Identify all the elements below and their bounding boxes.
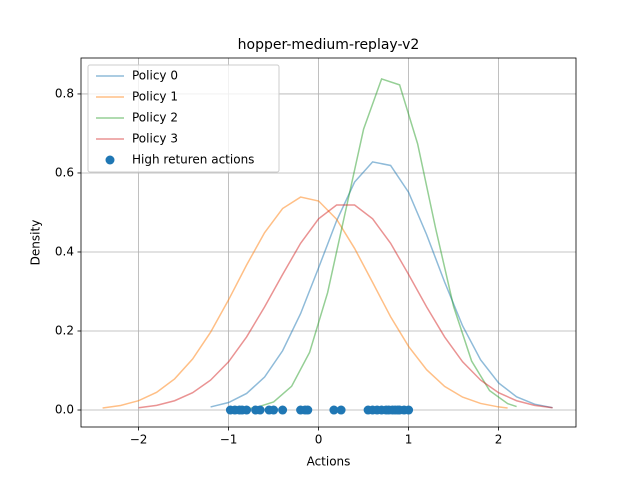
x-tick-label: −1: [220, 433, 238, 447]
plot-frame: [80, 57, 577, 428]
density-line: [237, 77, 517, 411]
legend-box: [87, 64, 280, 173]
legend-label: High returen actions: [132, 153, 254, 167]
y-tick-label: 0.2: [55, 323, 74, 337]
x-tick-label: 2: [495, 433, 503, 447]
legend-label: Policy 3: [132, 132, 178, 146]
x-axis-label: Actions: [307, 455, 351, 469]
legend-label: Policy 2: [132, 111, 178, 125]
scatter-point: [255, 405, 265, 415]
y-tick-label: 0.8: [55, 86, 74, 100]
density-line: [210, 161, 553, 409]
legend-label: Policy 1: [132, 90, 178, 104]
density-line: [102, 196, 508, 409]
x-tick-label: 0: [315, 433, 323, 447]
y-tick-label: 0.4: [55, 244, 74, 258]
scatter-point: [303, 405, 313, 415]
scatter-point: [242, 405, 252, 415]
legend-label: Policy 0: [132, 69, 178, 83]
x-tick-label: −2: [130, 433, 148, 447]
scatter-point: [269, 405, 279, 415]
scatter-point: [336, 405, 346, 415]
x-tick-label: 1: [405, 433, 413, 447]
density-line: [138, 204, 553, 409]
scatter-point: [329, 405, 339, 415]
y-tick-label: 0.0: [55, 403, 74, 417]
y-tick-label: 0.6: [55, 165, 74, 179]
scatter-point: [404, 405, 414, 415]
y-axis-label: Density: [29, 220, 43, 266]
scatter-point: [278, 405, 288, 415]
chart-title: hopper-medium-replay-v2: [238, 37, 420, 53]
legend-swatch: [105, 155, 115, 165]
